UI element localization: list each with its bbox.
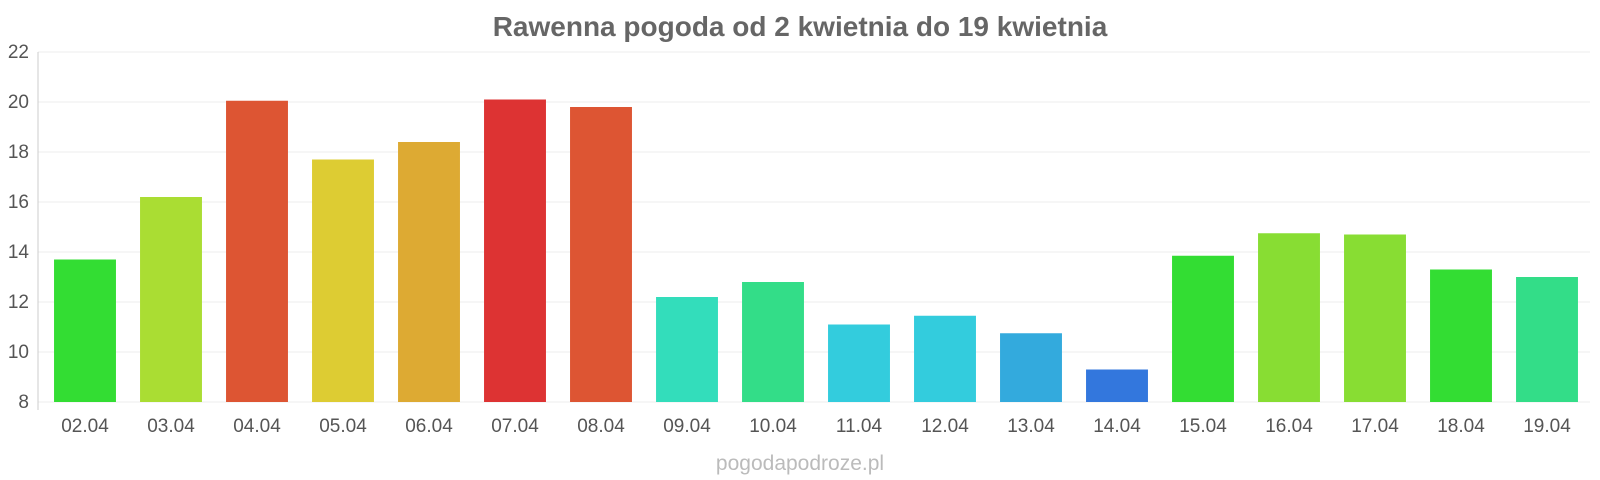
bar-13.04 xyxy=(1000,333,1062,402)
x-tick-label: 02.04 xyxy=(61,416,109,437)
bar-05.04 xyxy=(312,159,374,402)
gridlines xyxy=(38,51,1590,403)
bar-16.04 xyxy=(1258,233,1320,402)
x-tick-label: 16.04 xyxy=(1265,416,1313,437)
x-tick-label: 10.04 xyxy=(749,416,797,437)
x-tick-label: 07.04 xyxy=(491,416,539,437)
x-tick-label: 11.04 xyxy=(836,416,883,437)
bar-06.04 xyxy=(398,142,460,402)
bar-12.04 xyxy=(914,315,976,402)
x-tick-label: 12.04 xyxy=(921,416,969,437)
bar-09.04 xyxy=(656,297,718,402)
bar-18.04 xyxy=(1430,269,1492,402)
bar-03.04 xyxy=(140,197,202,402)
y-tick-label: 10 xyxy=(8,342,29,363)
y-tick-label: 14 xyxy=(8,242,30,263)
x-tick-label: 19.04 xyxy=(1523,416,1571,437)
x-axis-ticks: 02.04 03.04 04.04 05.04 06.04 07.04 08.04 09.04… xyxy=(61,416,1571,437)
bar-19.04 xyxy=(1516,277,1578,402)
watermark: pogodapodroze.pl xyxy=(716,452,884,475)
bar-04.04 xyxy=(226,100,288,402)
x-tick-label: 06.04 xyxy=(405,416,453,437)
bar-11.04 xyxy=(828,324,890,402)
bar-08.04 xyxy=(570,107,632,402)
bar-07.04 xyxy=(484,99,546,402)
x-tick-label: 09.04 xyxy=(663,416,711,437)
y-tick-label: 22 xyxy=(8,42,29,63)
y-tick-label: 8 xyxy=(18,392,29,413)
y-tick-label: 16 xyxy=(8,192,29,213)
x-tick-label: 14.04 xyxy=(1093,416,1141,437)
y-tick-label: 12 xyxy=(8,292,29,313)
bar-14.04 xyxy=(1086,369,1148,402)
chart-title: Rawenna pogoda od 2 kwietnia do 19 kwiet… xyxy=(493,11,1108,42)
y-tick-label: 18 xyxy=(8,142,29,163)
y-axis-ticks: 8 10 12 14 16 18 20 22 xyxy=(8,42,30,413)
bar-02.04 xyxy=(54,259,116,402)
x-tick-label: 05.04 xyxy=(319,416,367,437)
bar-15.04 xyxy=(1172,255,1234,402)
x-tick-label: 04.04 xyxy=(233,416,281,437)
x-tick-label: 08.04 xyxy=(577,416,625,437)
x-tick-label: 18.04 xyxy=(1437,416,1485,437)
bar-10.04 xyxy=(742,282,804,402)
x-tick-label: 15.04 xyxy=(1179,416,1227,437)
bar-17.04 xyxy=(1344,234,1406,402)
y-tick-label: 20 xyxy=(8,92,29,113)
x-tick-label: 17.04 xyxy=(1351,416,1399,437)
x-tick-label: 03.04 xyxy=(147,416,195,437)
bars xyxy=(54,99,1578,402)
x-tick-label: 13.04 xyxy=(1007,416,1055,437)
